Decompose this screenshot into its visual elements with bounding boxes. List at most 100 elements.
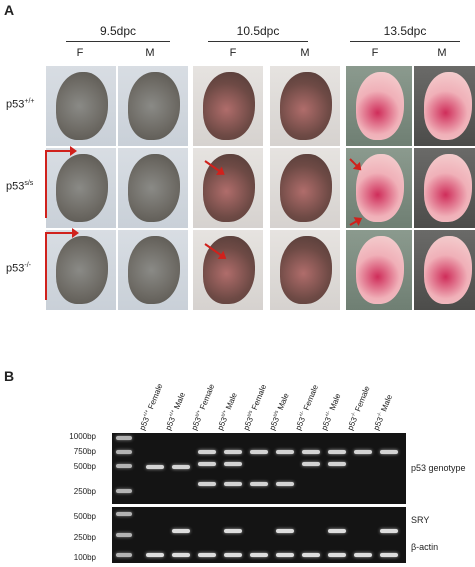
embryo [356, 236, 404, 304]
stage-divider [66, 41, 170, 42]
gel-band [198, 553, 216, 557]
lane-label: p53s/s Male [267, 391, 291, 432]
lane-label: p53-/- Male [371, 393, 395, 432]
embryo-photo [118, 230, 188, 310]
gel-band [276, 450, 294, 454]
gel-band [172, 553, 190, 557]
label-sry: SRY [411, 515, 430, 525]
gel-band [276, 482, 294, 486]
embryo [424, 72, 472, 140]
row-label-wt: p53+/+ [6, 98, 35, 111]
gel-band [302, 450, 320, 454]
ladder-label: 500bp [73, 512, 96, 521]
ladder-label: 750bp [73, 447, 96, 456]
stage-divider [350, 41, 460, 42]
gel-band [276, 529, 294, 533]
embryo-photo [193, 230, 263, 310]
sex-label-f: F [76, 47, 84, 59]
embryo-photo [118, 66, 188, 146]
gel-band [328, 553, 346, 557]
gel-band [116, 436, 132, 440]
ladder-label: 1000bp [69, 432, 96, 441]
embryo [280, 236, 332, 304]
gel-band [354, 450, 372, 454]
label-p53-genotype: p53 genotype [411, 463, 466, 473]
embryo [56, 72, 108, 140]
embryo-photo [414, 230, 475, 310]
gel-sry-actin [112, 507, 406, 563]
gel-band [116, 450, 132, 454]
gel-band [198, 450, 216, 454]
embryo-photo [346, 230, 412, 310]
gel-band [116, 512, 132, 516]
label-beta-actin: β-actin [411, 542, 439, 552]
gel-band [116, 553, 132, 557]
lane-label: p53s/+ Female [189, 382, 217, 432]
length-bracket [45, 150, 47, 218]
embryo-photo [346, 66, 412, 146]
gel-band [250, 482, 268, 486]
gel-band [116, 533, 132, 537]
embryo-photo [118, 148, 188, 228]
embryo [56, 236, 108, 304]
gel-band [328, 529, 346, 533]
gel-band [224, 553, 242, 557]
gel-band [224, 450, 242, 454]
panel-a-letter: A [4, 2, 15, 18]
embryo [424, 154, 472, 222]
gel-band [172, 529, 190, 533]
embryo [128, 236, 180, 304]
gel-band [380, 450, 398, 454]
sex-label-f: F [229, 47, 237, 59]
stage-label-9-5: 9.5dpc [99, 24, 137, 38]
gel-band [276, 553, 294, 557]
embryo [280, 154, 332, 222]
lane-label: p53+/- Male [319, 392, 343, 432]
embryo-photo [46, 148, 116, 228]
stage-label-10-5: 10.5dpc [236, 24, 280, 38]
ladder-label: 250bp [73, 487, 96, 496]
gel-band [146, 465, 164, 469]
gel-band [380, 553, 398, 557]
ladder-label: 100bp [73, 553, 96, 562]
gel-band [116, 464, 132, 468]
embryo-photo [193, 66, 263, 146]
gel-band [328, 450, 346, 454]
sex-label-f: F [371, 47, 379, 59]
red-arrow [45, 146, 77, 156]
length-bracket [45, 232, 47, 300]
gel-p53-genotype [112, 433, 406, 504]
gel-band [354, 553, 372, 557]
sex-label-m: M [300, 47, 310, 59]
sex-label-m: M [437, 47, 447, 59]
embryo [424, 236, 472, 304]
row-label-ko: p53-/- [6, 262, 31, 275]
lane-label: p53+/+ Male [163, 391, 188, 432]
embryo-photo [414, 66, 475, 146]
gel-band [198, 482, 216, 486]
gel-band [198, 462, 216, 466]
row-label-ss: p53s/s [6, 180, 34, 193]
gel-band [328, 462, 346, 466]
embryo [203, 72, 255, 140]
gel-band [224, 462, 242, 466]
lane-label: p53s/+ Male [215, 391, 239, 432]
lane-label: p53+/+ Female [137, 382, 165, 432]
gel-band [250, 450, 268, 454]
gel-band [146, 553, 164, 557]
embryo [128, 154, 180, 222]
lane-label: p53+/- Female [293, 383, 321, 432]
stage-divider [208, 41, 308, 42]
embryo-photo [46, 66, 116, 146]
red-arrow [45, 228, 79, 238]
ladder-label: 500bp [73, 462, 96, 471]
embryo-photo [270, 148, 340, 228]
embryo [280, 72, 332, 140]
gel-band [224, 529, 242, 533]
stage-label-13-5: 13.5dpc [383, 24, 427, 38]
ladder-label: 250bp [73, 533, 96, 542]
gel-band [172, 465, 190, 469]
lane-label: p53-/- Female [345, 384, 372, 432]
gel-band [224, 482, 242, 486]
embryo-photo [414, 148, 475, 228]
